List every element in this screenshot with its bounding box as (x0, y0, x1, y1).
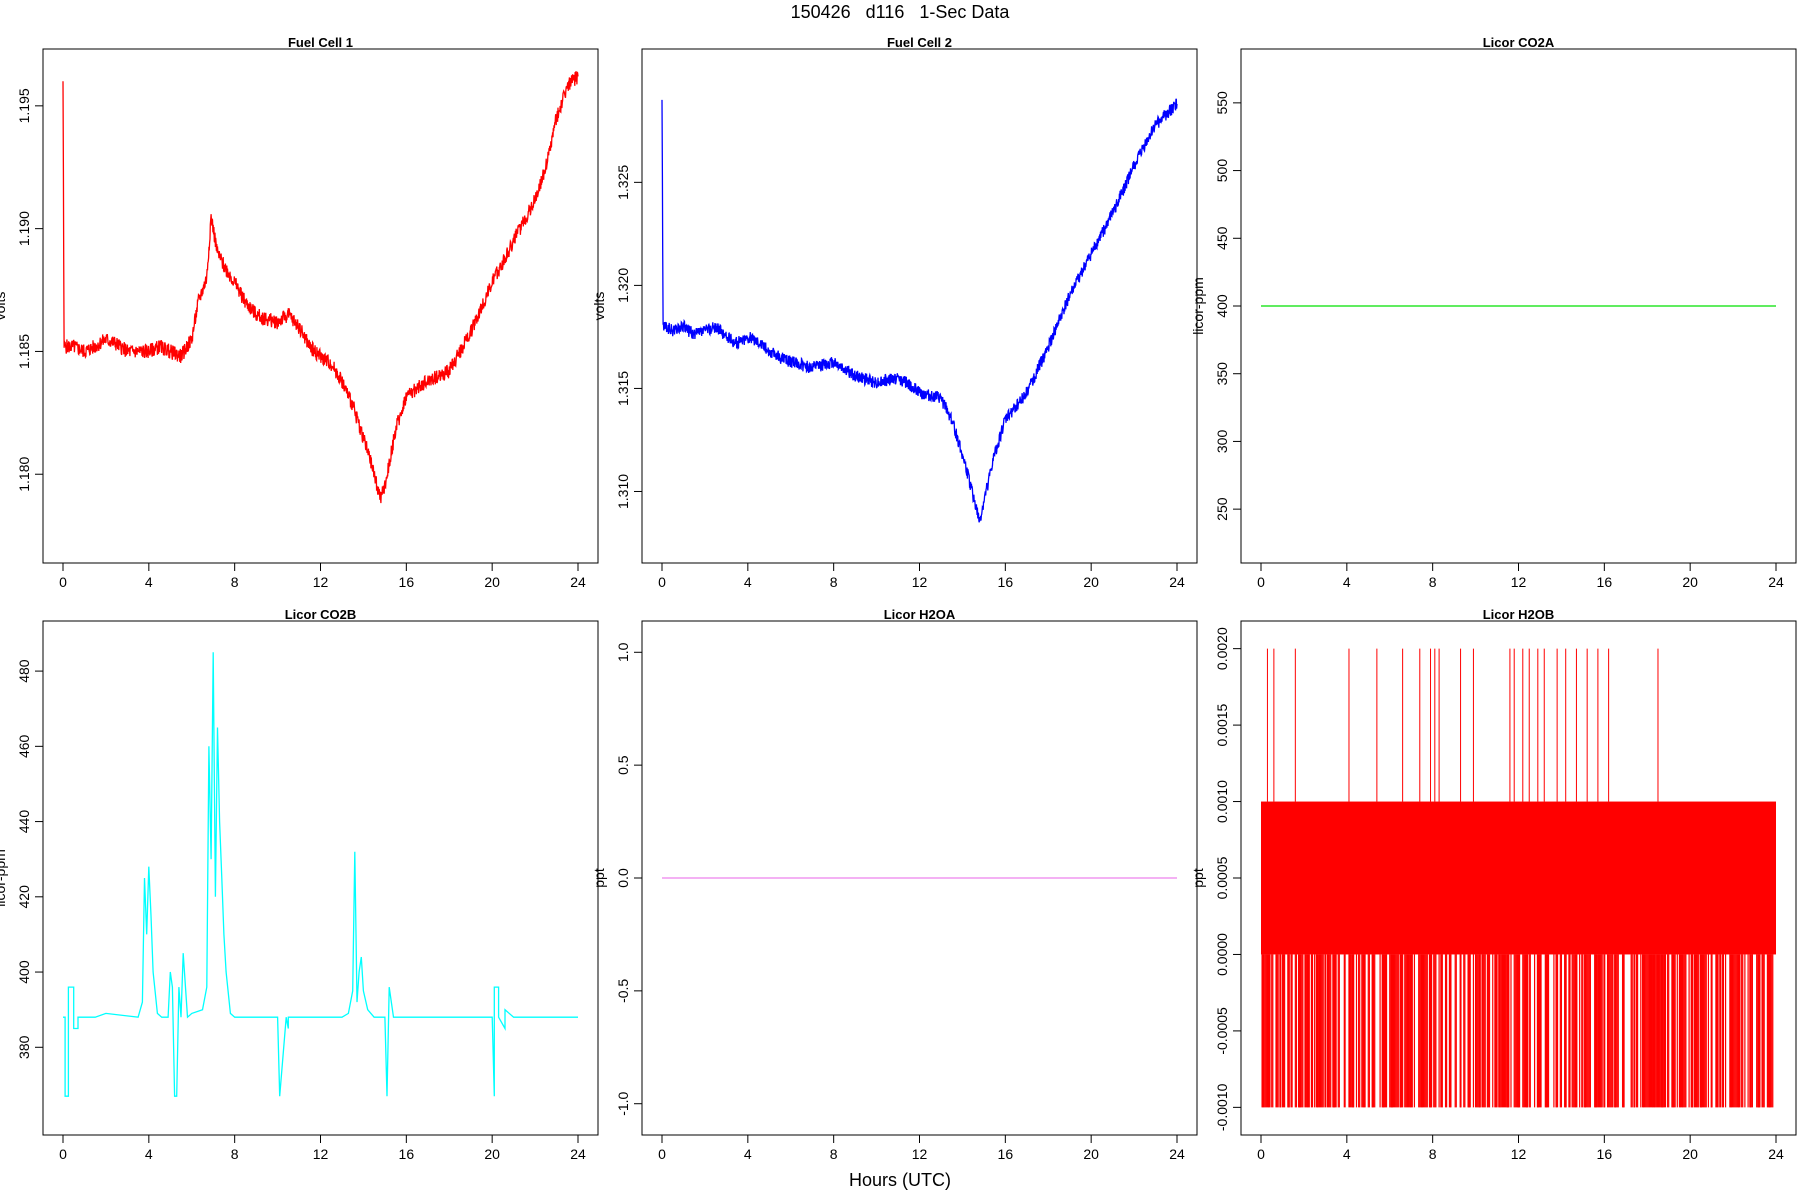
panel-2-ylabel: volts (591, 292, 607, 321)
panel-6-xtick-label: 12 (1511, 1146, 1527, 1162)
panel-6-xtick-label: 16 (1597, 1146, 1613, 1162)
panel-2-xtick-label: 16 (998, 574, 1014, 590)
panel-1-ytick-label: 1.195 (16, 88, 32, 123)
panel-1-xtick-label: 24 (570, 574, 586, 590)
panel-1-ytick-label: 1.190 (16, 211, 32, 246)
panel-4-ylabel: licor-ppm (0, 849, 8, 907)
panel-6-ylabel: ppt (1190, 868, 1206, 888)
panel-3-xtick-label: 20 (1682, 574, 1698, 590)
panel-3-ytick-label: 550 (1214, 91, 1230, 115)
panel-5-ytick-label: 0.0 (615, 868, 631, 888)
panel-6-xtick-label: 4 (1343, 1146, 1351, 1162)
panel-2-ytick-label: 1.310 (615, 474, 631, 509)
panel-5-ylabel: ppt (591, 868, 607, 888)
panel-5-xtick-label: 24 (1169, 1146, 1185, 1162)
panel-4-ytick-label: 440 (16, 810, 32, 834)
panel-6-ytick-label: 0.0020 (1214, 627, 1230, 670)
panel-1-xtick-label: 4 (145, 574, 153, 590)
panel-4-series-line (63, 652, 578, 1097)
panel-3-ytick-label: 450 (1214, 226, 1230, 250)
panel-6-ytick-label: -0.0010 (1214, 1083, 1230, 1131)
panel-2-ytick-label: 1.325 (615, 165, 631, 200)
panel-5-title: Licor H2OA (884, 607, 956, 622)
panel-2-xtick-label: 8 (830, 574, 838, 590)
panel-5-xtick-label: 8 (830, 1146, 838, 1162)
panel-5-xtick-label: 12 (912, 1146, 928, 1162)
panel-1-title: Fuel Cell 1 (288, 35, 353, 50)
panel-5-xtick-label: 16 (998, 1146, 1014, 1162)
panel-1-xtick-label: 0 (59, 574, 67, 590)
panel-1-ytick-label: 1.180 (16, 457, 32, 492)
panel-2-title: Fuel Cell 2 (887, 35, 952, 50)
panel-5-ytick-label: -0.5 (615, 979, 631, 1003)
panel-4-ytick-label: 480 (16, 659, 32, 683)
panel-4-xtick-label: 16 (399, 1146, 415, 1162)
panel-6-xtick-label: 8 (1429, 1146, 1437, 1162)
panel-3-ytick-label: 250 (1214, 497, 1230, 521)
panel-1-ylabel: volts (0, 292, 8, 321)
panel-3-ytick-label: 300 (1214, 430, 1230, 454)
panel-3-xtick-label: 16 (1597, 574, 1613, 590)
panel-6-ytick-label: 0.0010 (1214, 780, 1230, 823)
panel-3-xtick-label: 0 (1257, 574, 1265, 590)
panel-6-band (1261, 801, 1776, 955)
panel-1-ytick-label: 1.185 (16, 334, 32, 369)
panel-3-xtick-label: 4 (1343, 574, 1351, 590)
panel-1-xtick-label: 8 (231, 574, 239, 590)
panel-2-xtick-label: 4 (744, 574, 752, 590)
panel-4-xtick-label: 4 (145, 1146, 153, 1162)
panel-2-xtick-label: 24 (1169, 574, 1185, 590)
panel-4-ytick-label: 420 (16, 885, 32, 909)
panel-5-xtick-label: 4 (744, 1146, 752, 1162)
page-title: 150426 d116 1-Sec Data (790, 2, 1010, 22)
panel-3-xtick-label: 8 (1429, 574, 1437, 590)
panel-6-title: Licor H2OB (1483, 607, 1555, 622)
panel-3-ytick-label: 350 (1214, 362, 1230, 386)
panel-2-xtick-label: 20 (1083, 574, 1099, 590)
panel-3-ytick-label: 400 (1214, 294, 1230, 318)
panel-2-xtick-label: 0 (658, 574, 666, 590)
panel-5-xtick-label: 0 (658, 1146, 666, 1162)
panel-3-xtick-label: 24 (1768, 574, 1784, 590)
panel-5-ytick-label: -1.0 (615, 1091, 631, 1115)
panel-3-xtick-label: 12 (1511, 574, 1527, 590)
panel-1-frame (42, 48, 599, 564)
panel-3-ytick-label: 500 (1214, 159, 1230, 183)
panel-4-xtick-label: 0 (59, 1146, 67, 1162)
panel-3-ylabel: licor-ppm (1190, 277, 1206, 335)
panel-6-ytick-label: -0.0005 (1214, 1007, 1230, 1055)
panel-2-frame (641, 48, 1198, 564)
panel-4-xtick-label: 20 (484, 1146, 500, 1162)
panel-4-ytick-label: 460 (16, 734, 32, 758)
panel-6-ytick-label: 0.0000 (1214, 933, 1230, 976)
panel-2-ytick-label: 1.320 (615, 268, 631, 303)
panel-5-xtick-label: 20 (1083, 1146, 1099, 1162)
panel-6-ytick-label: 0.0005 (1214, 856, 1230, 899)
panel-3-title: Licor CO2A (1483, 35, 1555, 50)
panel-4-ytick-label: 400 (16, 960, 32, 984)
x-axis-common-label: Hours (UTC) (849, 1170, 951, 1190)
panel-4-xtick-label: 8 (231, 1146, 239, 1162)
panel-1-xtick-label: 16 (399, 574, 415, 590)
panel-5-ytick-label: 1.0 (615, 642, 631, 662)
panel-6-ytick-label: 0.0015 (1214, 703, 1230, 746)
panel-6-xtick-label: 24 (1768, 1146, 1784, 1162)
panel-2-series-line (661, 98, 1178, 523)
panel-5-ytick-label: 0.5 (615, 755, 631, 775)
panel-2-xtick-label: 12 (912, 574, 928, 590)
panel-4-xtick-label: 24 (570, 1146, 586, 1162)
panel-2-ytick-label: 1.315 (615, 371, 631, 406)
panel-6-xtick-label: 20 (1682, 1146, 1698, 1162)
panel-1-series-line (62, 70, 579, 504)
panel-4-xtick-label: 12 (313, 1146, 329, 1162)
panel-6-xtick-label: 0 (1257, 1146, 1265, 1162)
panel-1-xtick-label: 12 (313, 574, 329, 590)
panel-4-title: Licor CO2B (285, 607, 357, 622)
panel-1-xtick-label: 20 (484, 574, 500, 590)
panel-4-ytick-label: 380 (16, 1035, 32, 1059)
panel-4-frame (42, 620, 599, 1136)
